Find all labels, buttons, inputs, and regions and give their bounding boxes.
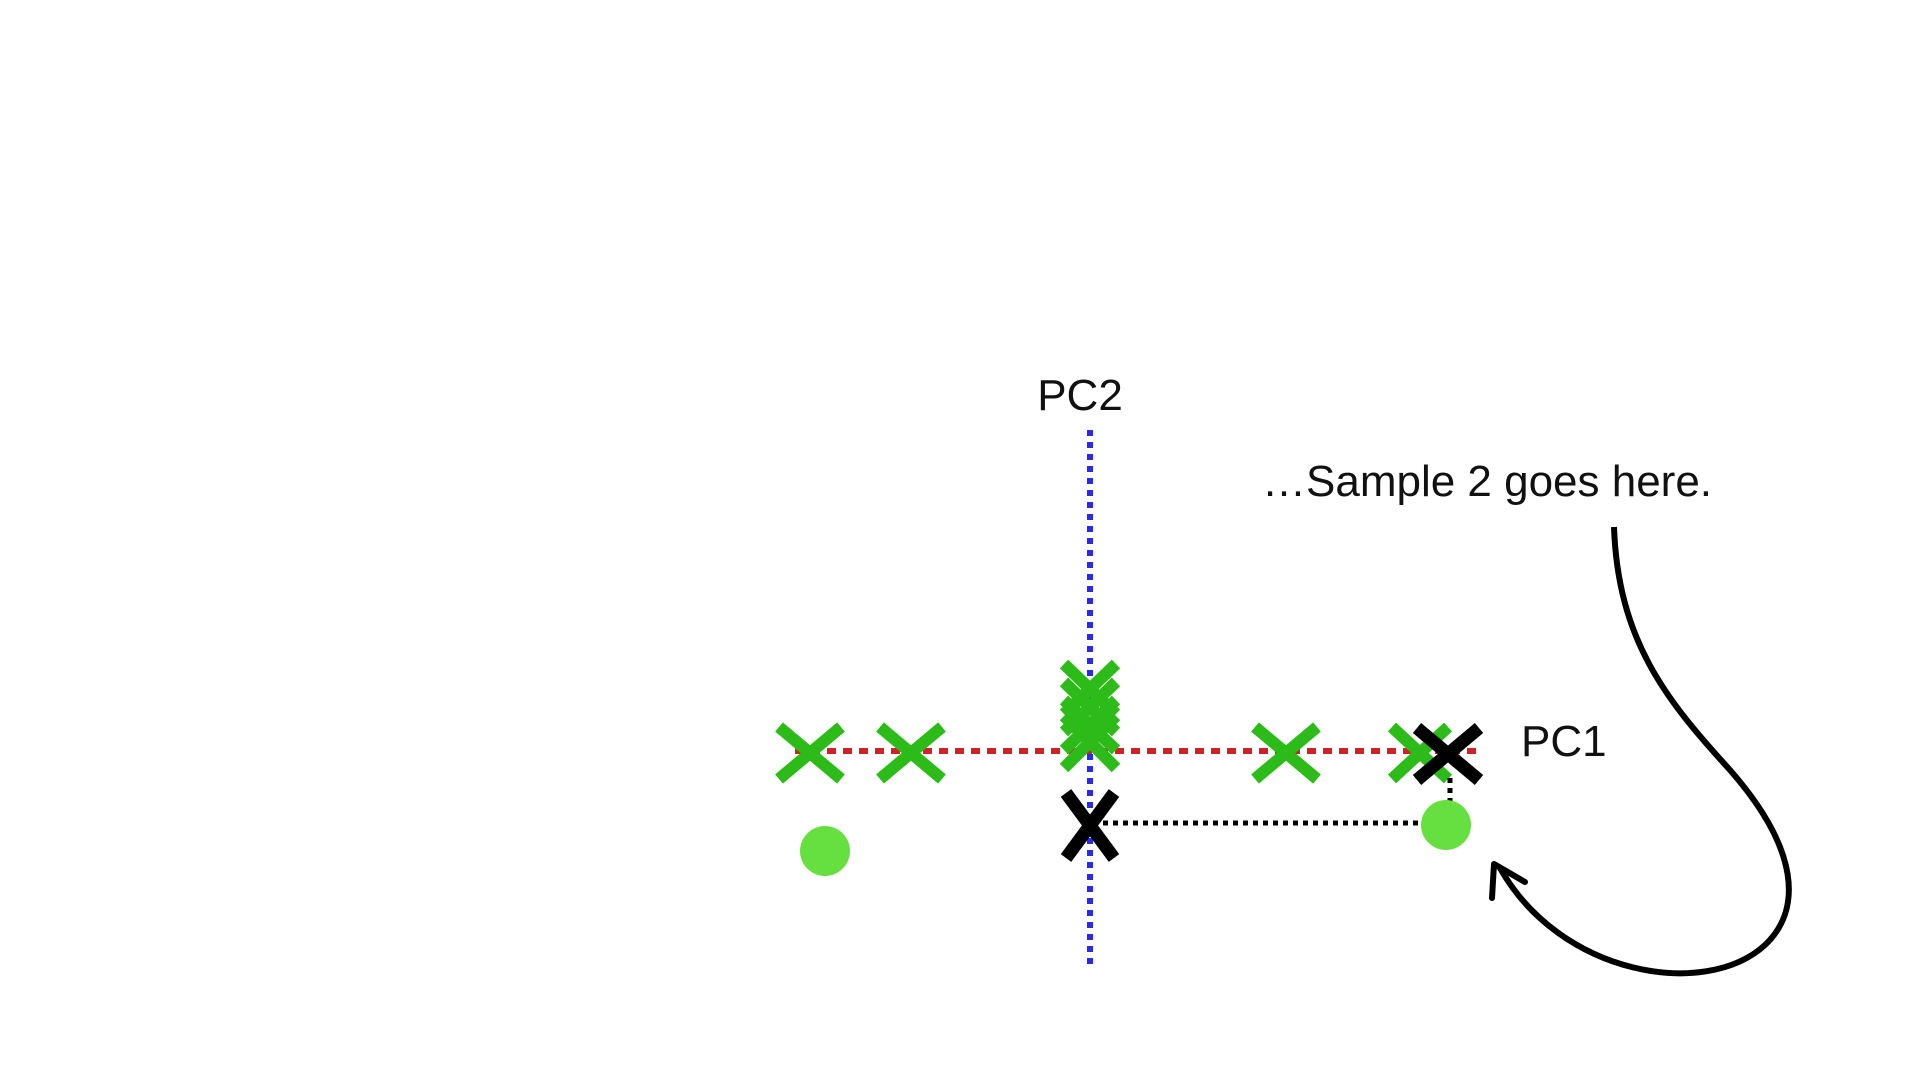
annotation-text: …Sample 2 goes here.	[1262, 457, 1712, 506]
black-x-pc1-projection	[1412, 723, 1484, 785]
green-x-marker-3	[1251, 722, 1321, 784]
pc2-label: PC2	[1037, 371, 1123, 420]
black-x-pc2-projection	[1060, 789, 1120, 862]
curved-arrow	[1497, 526, 1792, 977]
arrow-head-icon	[1489, 861, 1528, 901]
sample-point-1	[800, 826, 850, 876]
pc1-label: PC1	[1521, 717, 1607, 766]
green-x-cluster	[1059, 659, 1121, 773]
green-x-marker-4	[1387, 722, 1453, 784]
sample-point-2	[1421, 800, 1471, 850]
green-x-marker-1	[775, 722, 845, 784]
green-x-marker-2	[876, 722, 946, 784]
